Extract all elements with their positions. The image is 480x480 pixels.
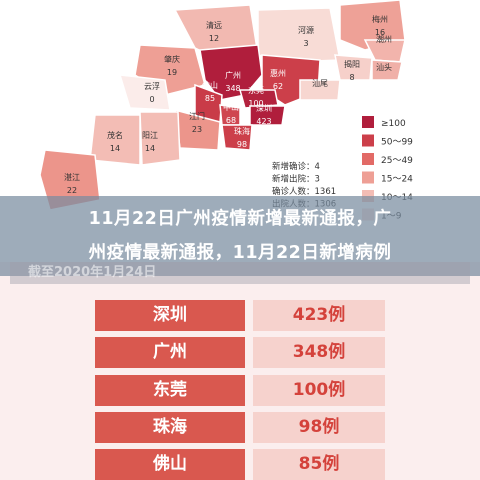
table-row: 珠海 98例 — [95, 411, 385, 443]
count-cell: 348例 — [253, 337, 385, 369]
city-cell: 珠海 — [95, 411, 245, 443]
region — [239, 89, 279, 109]
city-cell: 佛山 — [95, 449, 245, 480]
region — [334, 54, 373, 81]
count-cell: 98例 — [253, 411, 385, 443]
region-name: 佛山 — [202, 80, 218, 90]
region-name: 惠州 — [270, 68, 286, 78]
region-value: 19 — [167, 68, 177, 77]
region-value: 12 — [209, 34, 219, 43]
region-name: 汕尾 — [312, 78, 328, 88]
count-cell: 100例 — [253, 374, 385, 406]
legend-swatch — [362, 116, 374, 128]
region — [139, 111, 181, 166]
region-value: 100 — [248, 99, 263, 108]
region-name: 肇庆 — [164, 54, 180, 64]
region-name: 湛江 — [64, 173, 80, 182]
region-value: 0 — [149, 95, 154, 104]
stat: 新增出院：3 — [272, 174, 320, 185]
region — [249, 105, 286, 126]
region-value: 16 — [375, 28, 385, 37]
region-value: 85 — [205, 94, 215, 103]
region-value: 423 — [256, 117, 271, 126]
legend-label: 25～49 — [381, 156, 413, 166]
region-name: 中山 — [223, 102, 239, 112]
region-name: 东莞 — [248, 85, 264, 95]
region-name: 河源 — [298, 25, 314, 35]
region-name: 云浮 — [144, 81, 160, 91]
region-name: 梅州 — [372, 14, 388, 24]
region-name: 珠海 — [234, 126, 250, 136]
title-banner: 11月22日广州疫情新增最新通报，广 州疫情最新通报，11月22日新增病例 — [0, 196, 480, 276]
region-value: 98 — [237, 140, 247, 149]
legend-swatch — [362, 171, 374, 184]
subtitle: 截至2020年1月24日 — [10, 262, 470, 284]
region-value: 8 — [349, 73, 354, 82]
region — [371, 59, 403, 81]
region-value: 23 — [192, 125, 202, 134]
region-name: 广州 — [225, 70, 241, 80]
region-name: 茂名 — [107, 130, 123, 140]
legend-swatch — [362, 153, 374, 165]
region-value: 62 — [273, 82, 283, 91]
count-cell: 85例 — [253, 449, 385, 480]
region-name: 江门 — [189, 111, 205, 121]
region — [221, 124, 253, 151]
region — [257, 7, 341, 63]
table-row: 东莞 100例 — [95, 374, 385, 406]
region-name: 清远 — [206, 20, 222, 30]
region — [299, 79, 341, 101]
region-value: 14 — [110, 144, 120, 153]
region-name: 潮州 — [376, 34, 392, 44]
region-name: 揭阳 — [344, 59, 360, 69]
title-line: 州疫情最新通报，11月22日新增病例 — [88, 243, 392, 263]
table-row: 佛山 85例 — [95, 449, 385, 480]
region-value: 3 — [303, 39, 308, 48]
region-value: 68 — [226, 116, 236, 125]
legend-label: ≥100 — [381, 119, 406, 129]
title-line: 11月22日广州疫情新增最新通报，广 — [88, 209, 392, 229]
region-name: 深圳 — [256, 103, 272, 113]
region-name: 阳江 — [142, 131, 158, 140]
region-value: 22 — [67, 186, 77, 195]
city-cell: 东莞 — [95, 374, 245, 406]
region-value: 14 — [145, 144, 155, 153]
region — [118, 74, 171, 111]
count-cell: 423例 — [253, 300, 385, 331]
legend-label: 50～99 — [381, 138, 413, 148]
stat: 确诊人数：1361 — [272, 186, 336, 197]
legend-label: 15～24 — [381, 175, 413, 185]
table-row: 深圳 423例 — [95, 300, 385, 331]
region-value: 348 — [225, 84, 240, 93]
region-name: 汕头 — [376, 62, 392, 72]
city-cell: 广州 — [95, 337, 245, 369]
table-row: 广州 348例 — [95, 337, 385, 369]
stat: 新增确诊：4 — [272, 161, 320, 172]
region — [89, 114, 141, 166]
legend-swatch — [362, 134, 374, 147]
city-cell: 深圳 — [95, 300, 245, 331]
